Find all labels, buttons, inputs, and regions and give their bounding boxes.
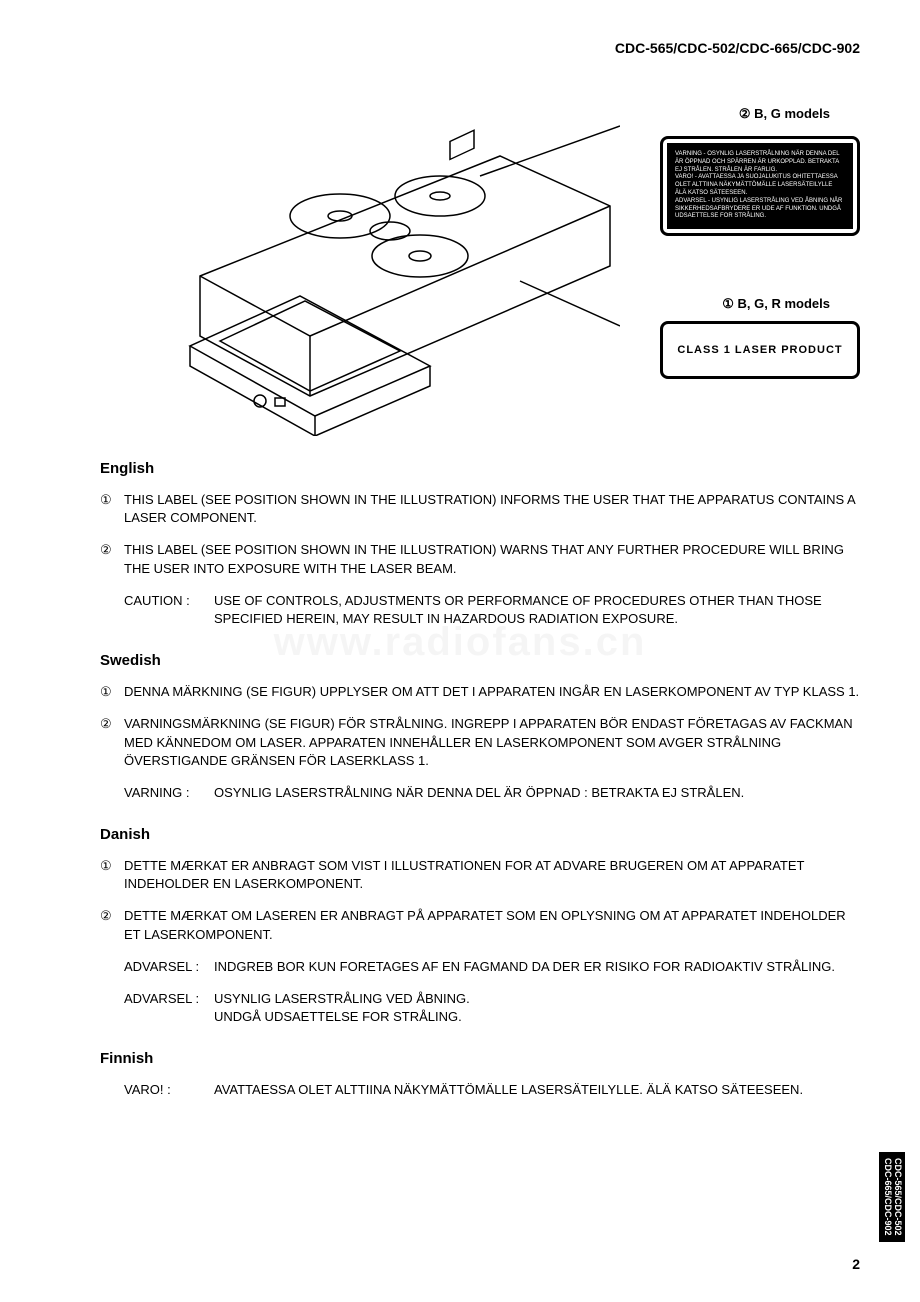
- callout-label-2: ② B, G models: [739, 106, 830, 122]
- numbered-item: ①DETTE MÆRKAT ER ANBRAGT SOM VIST I ILLU…: [100, 857, 860, 893]
- callout-label-1: ① B, G, R models: [722, 296, 830, 312]
- class1-label-box: CLASS 1 LASER PRODUCT: [660, 321, 860, 379]
- item-number: ②: [100, 541, 124, 577]
- section-heading: English: [100, 460, 860, 477]
- numbered-item: ①DENNA MÄRKNING (SE FIGUR) UPPLYSER OM A…: [100, 683, 860, 701]
- caution-label: VARNING :: [124, 784, 214, 802]
- caution-line: ADVARSEL :USYNLIG LASERSTRÅLING VED ÅBNI…: [124, 990, 860, 1026]
- item-text: VARNINGSMÄRKNING (SE FIGUR) FÖR STRÅLNIN…: [124, 715, 860, 770]
- item-text: THIS LABEL (SEE POSITION SHOWN IN THE IL…: [124, 541, 860, 577]
- class1-label-text: CLASS 1 LASER PRODUCT: [667, 328, 853, 372]
- numbered-item: ②DETTE MÆRKAT OM LASEREN ER ANBRAGT PÅ A…: [100, 907, 860, 943]
- figure-area: ② B, G models VARNING - OSYNLIG LASERSTR…: [100, 96, 860, 436]
- header-title: CDC-565/CDC-502/CDC-665/CDC-902: [100, 40, 860, 56]
- caution-text: OSYNLIG LASERSTRÅLNING NÄR DENNA DEL ÄR …: [214, 784, 860, 802]
- page-number: 2: [852, 1256, 860, 1272]
- caution-line: CAUTION :USE OF CONTROLS, ADJUSTMENTS OR…: [124, 592, 860, 628]
- varning-warning-text: VARNING - OSYNLIG LASERSTRÅLNING NÄR DEN…: [667, 143, 853, 229]
- varning-warning-label-box: VARNING - OSYNLIG LASERSTRÅLNING NÄR DEN…: [660, 136, 860, 236]
- caution-text: INDGREB BOR KUN FORETAGES AF EN FAGMAND …: [214, 958, 860, 976]
- caution-line: VARO! :AVATTAESSA OLET ALTTIINA NÄKYMÄTT…: [124, 1081, 860, 1099]
- caution-line: VARNING :OSYNLIG LASERSTRÅLNING NÄR DENN…: [124, 784, 860, 802]
- caution-text: AVATTAESSA OLET ALTTIINA NÄKYMÄTTÖMÄLLE …: [214, 1081, 860, 1099]
- item-text: DENNA MÄRKNING (SE FIGUR) UPPLYSER OM AT…: [124, 683, 860, 701]
- caution-text: USE OF CONTROLS, ADJUSTMENTS OR PERFORMA…: [214, 592, 860, 628]
- item-text: THIS LABEL (SEE POSITION SHOWN IN THE IL…: [124, 491, 860, 527]
- item-number: ①: [100, 491, 124, 527]
- caution-text: USYNLIG LASERSTRÅLING VED ÅBNING. UNDGÅ …: [214, 990, 860, 1026]
- cd-changer-illustration: [140, 96, 620, 436]
- item-number: ①: [100, 683, 124, 701]
- numbered-item: ②VARNINGSMÄRKNING (SE FIGUR) FÖR STRÅLNI…: [100, 715, 860, 770]
- caution-label: ADVARSEL :: [124, 990, 214, 1026]
- item-number: ②: [100, 907, 124, 943]
- item-text: DETTE MÆRKAT ER ANBRAGT SOM VIST I ILLUS…: [124, 857, 860, 893]
- item-number: ①: [100, 857, 124, 893]
- sections-container: English①THIS LABEL (SEE POSITION SHOWN I…: [100, 460, 860, 1100]
- caution-label: CAUTION :: [124, 592, 214, 628]
- item-number: ②: [100, 715, 124, 770]
- section-heading: Finnish: [100, 1050, 860, 1067]
- numbered-item: ①THIS LABEL (SEE POSITION SHOWN IN THE I…: [100, 491, 860, 527]
- side-tab: CDC-565/CDC-502 CDC-665/CDC-902: [879, 1152, 905, 1242]
- item-text: DETTE MÆRKAT OM LASEREN ER ANBRAGT PÅ AP…: [124, 907, 860, 943]
- caution-line: ADVARSEL :INDGREB BOR KUN FORETAGES AF E…: [124, 958, 860, 976]
- numbered-item: ②THIS LABEL (SEE POSITION SHOWN IN THE I…: [100, 541, 860, 577]
- caution-label: ADVARSEL :: [124, 958, 214, 976]
- caution-label: VARO! :: [124, 1081, 214, 1099]
- section-heading: Danish: [100, 826, 860, 843]
- section-heading: Swedish: [100, 652, 860, 669]
